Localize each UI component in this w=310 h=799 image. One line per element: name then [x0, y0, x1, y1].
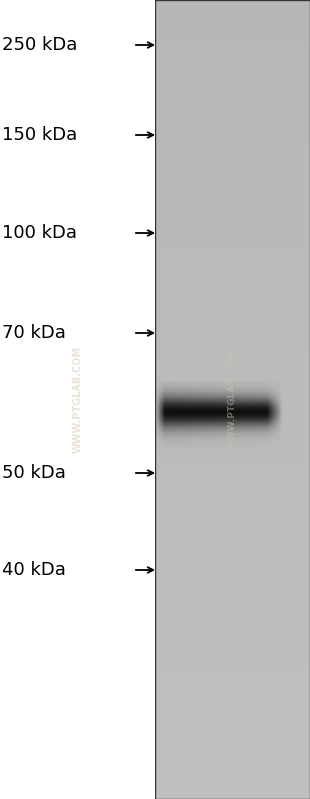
- Text: 50 kDa: 50 kDa: [2, 464, 66, 482]
- Text: WWW.PTGLAB.COM: WWW.PTGLAB.COM: [228, 350, 237, 449]
- Text: 250 kDa: 250 kDa: [2, 36, 78, 54]
- Text: 70 kDa: 70 kDa: [2, 324, 66, 342]
- Text: 100 kDa: 100 kDa: [2, 224, 77, 242]
- Text: 150 kDa: 150 kDa: [2, 126, 77, 144]
- Text: WWW.PTGLAB.COM: WWW.PTGLAB.COM: [73, 346, 82, 453]
- Text: 40 kDa: 40 kDa: [2, 561, 66, 579]
